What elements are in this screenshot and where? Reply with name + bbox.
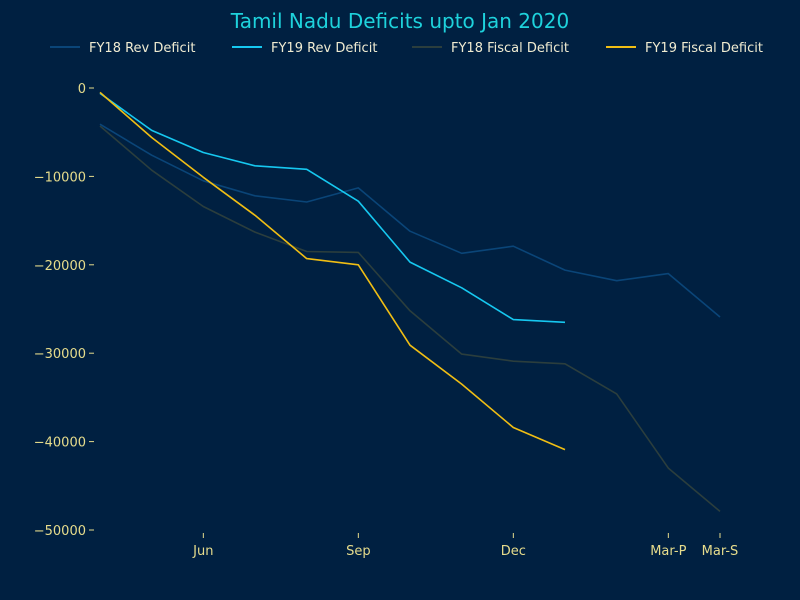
x-tick-label: Mar-S [702, 544, 739, 559]
series-line-fy18-fiscal-deficit [99, 125, 721, 513]
legend-label: FY19 Rev Deficit [271, 41, 377, 56]
chart-title: Tamil Nadu Deficits upto Jan 2020 [230, 9, 569, 33]
x-axis: Jun Sep Dec Mar-P Mar-S [192, 533, 738, 559]
legend: FY18 Rev Deficit FY19 Rev Deficit FY18 Fis… [50, 41, 763, 56]
series-line-fy19-fiscal-deficit [99, 91, 566, 451]
x-tick-label: Dec [501, 544, 526, 559]
x-tick-label: Mar-P [650, 544, 686, 559]
y-tick-label: −40000 [34, 436, 86, 451]
series-line-fy19-rev-deficit [99, 92, 566, 324]
plot-lines [99, 91, 721, 513]
legend-label: FY18 Fiscal Deficit [451, 41, 569, 56]
series-line-fy18-rev-deficit [99, 123, 721, 318]
y-tick-label: −10000 [34, 170, 86, 185]
y-axis: 0 −10000 −20000 −30000 −40000 −50000 [34, 82, 94, 539]
y-tick-label: −50000 [34, 524, 86, 539]
legend-label: FY18 Rev Deficit [89, 41, 195, 56]
y-tick-label: −20000 [34, 259, 86, 274]
legend-label: FY19 Fiscal Deficit [645, 41, 763, 56]
x-tick-label: Sep [346, 544, 371, 559]
y-tick-label: −30000 [34, 347, 86, 362]
y-tick-label: 0 [78, 82, 86, 97]
x-tick-label: Jun [192, 544, 213, 559]
